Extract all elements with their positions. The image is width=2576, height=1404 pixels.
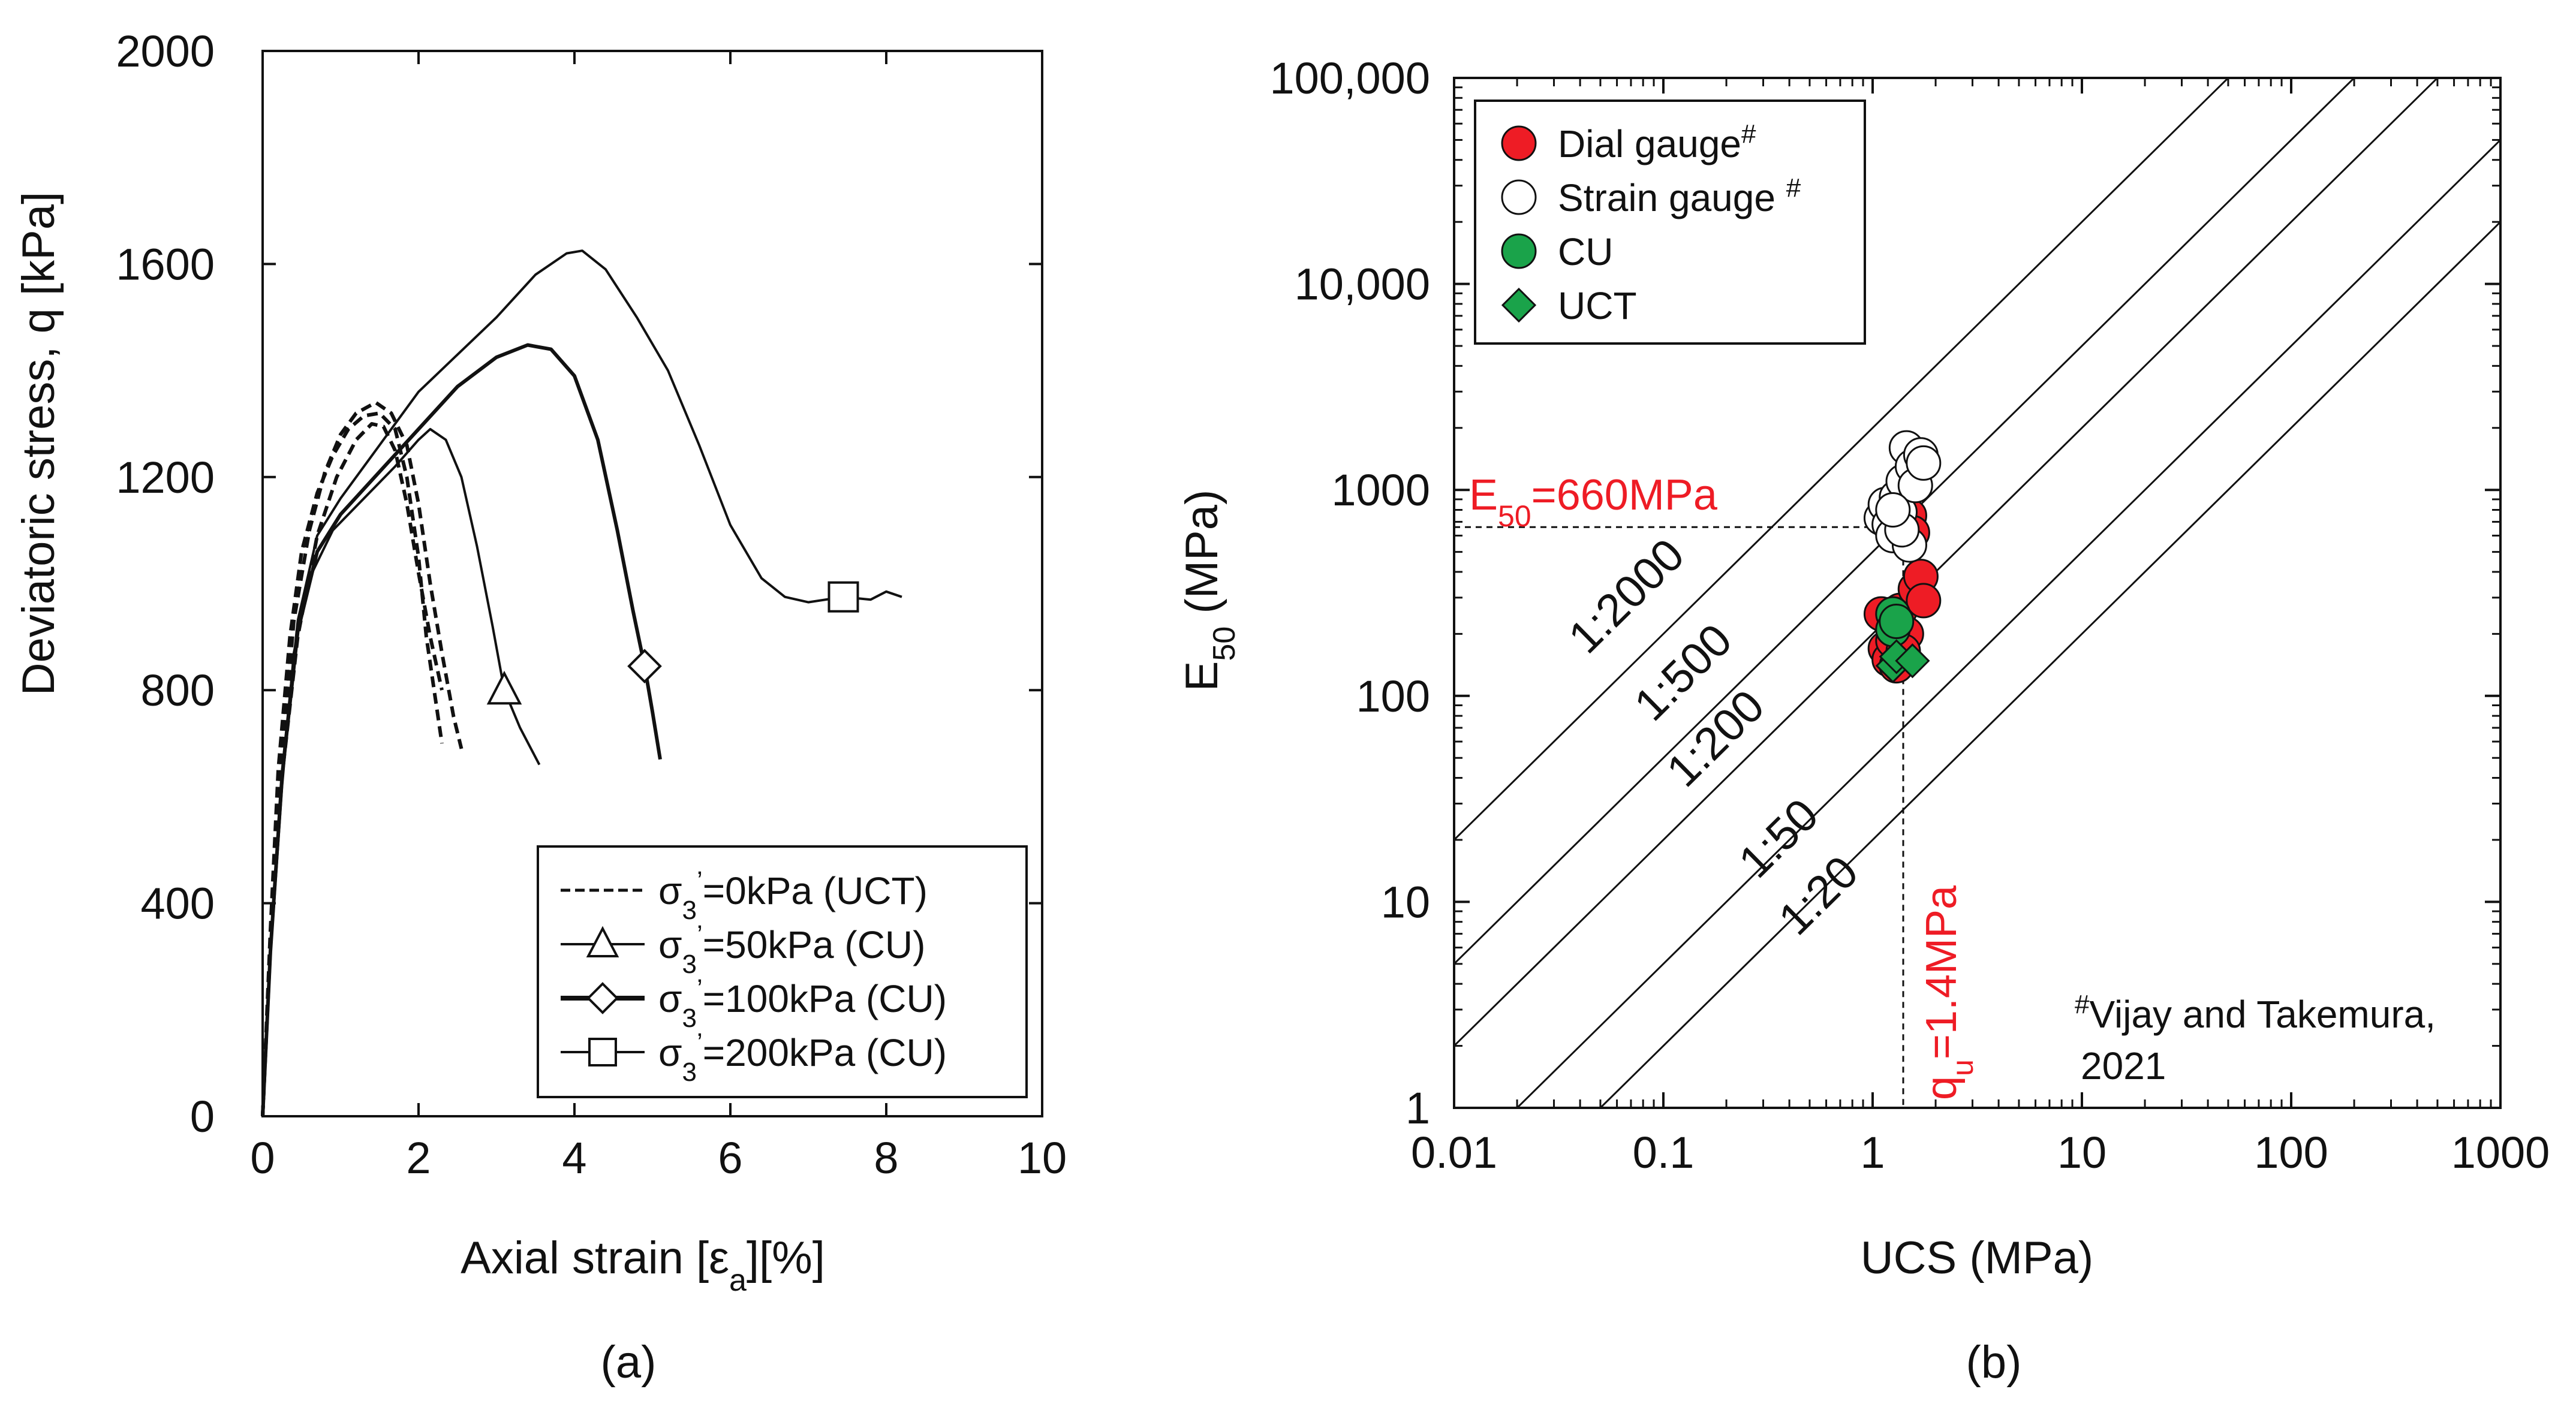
legend-entry-uct-b: UCT [1501, 284, 1637, 327]
legend-marker-cu [1501, 233, 1537, 269]
ratio-line [1454, 78, 2230, 841]
legend-entry-dial-gauge: Dial gauge# [1501, 119, 1756, 166]
panel-a-series-line-5 [261, 249, 902, 1117]
panel-a-y-tick-label: 1200 [116, 453, 215, 502]
panel-a-series-line-2 [261, 422, 444, 1117]
panel-b-reference-lines [1454, 526, 1904, 1108]
legend-entry-cu: CU [1501, 230, 1613, 273]
legend-square-marker [588, 1038, 617, 1066]
panel-a-label: (a) [601, 1337, 657, 1388]
dial-gauge-point [1906, 583, 1942, 619]
panel-a-square-marker [827, 581, 859, 613]
panel-a-axes: 0 2 4 6 8 10 0 400 800 1200 1600 2000 [116, 26, 1067, 1183]
panel-b-axes: 0.01 0.1 1 10 100 1000 1 10 100 1000 10,000 100,000 [1270, 53, 2550, 1177]
legend-entry-cu200: σ3’=200kPa (CU) [561, 1028, 947, 1087]
cu-point [1879, 604, 1915, 640]
panel-b-y-axis-title: E50 (MPa) [1176, 490, 1242, 692]
legend-triangle-marker [586, 926, 619, 957]
legend-label-cu50: σ3’=50kPa (CU) [658, 920, 925, 979]
panel-b-x-tick-label: 0.01 [1411, 1128, 1497, 1177]
panel-b-y-tick-label: 100 [1356, 671, 1430, 721]
panel-a-y-tick-label: 400 [141, 879, 215, 929]
panel-a-x-tick-label: 2 [406, 1133, 431, 1183]
ratio-line [1454, 78, 2356, 965]
panel-b-plot-frame [1453, 77, 2502, 1109]
reference-note-line2: 2021 [2081, 1044, 2166, 1087]
legend-label-cu100: σ3’=100kPa (CU) [658, 974, 947, 1033]
panel-a-series-line-0 [261, 411, 444, 1117]
ratio-line [1515, 139, 2500, 1108]
panel-a-y-tick-label: 2000 [116, 26, 215, 76]
ratio-line [1599, 221, 2500, 1108]
panel-a-y-axis-title: Deviatoric stress, q [kPa] [13, 192, 64, 696]
panel-b-x-tick-label: 1000 [2451, 1128, 2550, 1177]
legend-label-strain-gauge: Strain gauge # [1558, 173, 1801, 220]
panel-a-y-tick-label: 0 [190, 1092, 215, 1141]
legend-marker-uct [1501, 287, 1537, 323]
panel-a-line-chart: 0 2 4 6 8 10 0 400 800 1200 1600 2000 Deviatoric st… [13, 26, 1067, 1388]
uct-point [1895, 643, 1930, 679]
panel-a-legend: σ3’=0kPa (UCT) σ3’=50kPa (CU) σ3’=100kPa… [537, 845, 1028, 1098]
panel-b-scatter-chart: 0.01 0.1 1 10 100 1000 1 10 100 1000 10,000 100,000… [1176, 53, 2550, 1388]
reference-note-line1: #Vijay and Takemura, [2075, 990, 2436, 1037]
legend-entry-strain-gauge: Strain gauge # [1501, 173, 1801, 220]
panel-a-x-tick-label: 6 [718, 1133, 742, 1183]
legend-label-dial-gauge: Dial gauge# [1558, 119, 1756, 166]
panel-b-legend-box [1474, 100, 1866, 345]
qu-annotation: qu=1.4MPa [1918, 885, 1979, 1100]
panel-b-x-axis-title: UCS (MPa) [1861, 1233, 2093, 1284]
panel-a-diamond-marker [627, 649, 662, 684]
panel-b-label: (b) [1966, 1337, 2022, 1388]
panel-b-y-tick-label: 100,000 [1270, 53, 1431, 103]
panel-b-y-tick-label: 1 [1406, 1083, 1430, 1133]
e50-annotation: E50=660MPa [1469, 471, 1718, 533]
legend-label-cu200: σ3’=200kPa (CU) [658, 1028, 947, 1087]
legend-label-cu: CU [1558, 230, 1613, 273]
legend-label-uct-b: UCT [1558, 284, 1637, 327]
panel-a-y-tick-label: 1600 [116, 239, 215, 289]
legend-diamond-marker [586, 982, 619, 1014]
panel-a-y-tick-label: 800 [141, 665, 215, 715]
panel-a-legend-box [537, 845, 1028, 1098]
panel-b-x-tick-label: 10 [2057, 1128, 2106, 1177]
panel-b-y-tick-label: 10,000 [1295, 260, 1430, 309]
panel-a-series-line-1 [261, 400, 464, 1117]
legend-entry-uct: σ3’=0kPa (UCT) [561, 866, 928, 925]
legend-label-uct: σ3’=0kPa (UCT) [658, 866, 928, 925]
panel-b-y-tick-label: 10 [1381, 877, 1430, 927]
panel-a-x-tick-label: 4 [562, 1133, 586, 1183]
panel-b-ratio-lines [1454, 78, 2500, 1108]
strain-gauge-point [1906, 445, 1942, 481]
strain-gauge-point [1875, 492, 1911, 528]
panel-b-x-tick-label: 1 [1860, 1128, 1885, 1177]
panel-a-series-line-3 [261, 427, 541, 1117]
panel-a-x-axis-title: Axial strain [εa][%] [461, 1233, 825, 1298]
ratio-line [1454, 78, 2439, 1047]
legend-entry-cu50: σ3’=50kPa (CU) [561, 920, 925, 979]
panel-b-x-tick-label: 0.1 [1633, 1128, 1695, 1177]
panel-a-x-tick-label: 0 [250, 1133, 275, 1183]
legend-entry-cu100: σ3’=100kPa (CU) [561, 974, 947, 1033]
panel-b-points [1863, 430, 1942, 684]
panel-b-y-tick-label: 1000 [1331, 465, 1430, 515]
panel-a-series [261, 249, 902, 1117]
panel-a-x-tick-label: 10 [1018, 1133, 1067, 1183]
legend-marker-dial-gauge [1501, 125, 1537, 161]
panel-b-legend: Dial gauge# Strain gauge # CU UCT [1474, 100, 1866, 345]
legend-marker-strain-gauge [1501, 179, 1537, 215]
ratio-line-label: 1:2000 [1559, 529, 1694, 664]
panel-a-x-tick-label: 8 [874, 1133, 898, 1183]
panel-a-triangle-marker [486, 670, 522, 705]
panel-b-x-tick-label: 100 [2254, 1128, 2328, 1177]
panel-a-plot-frame [261, 50, 1043, 1117]
